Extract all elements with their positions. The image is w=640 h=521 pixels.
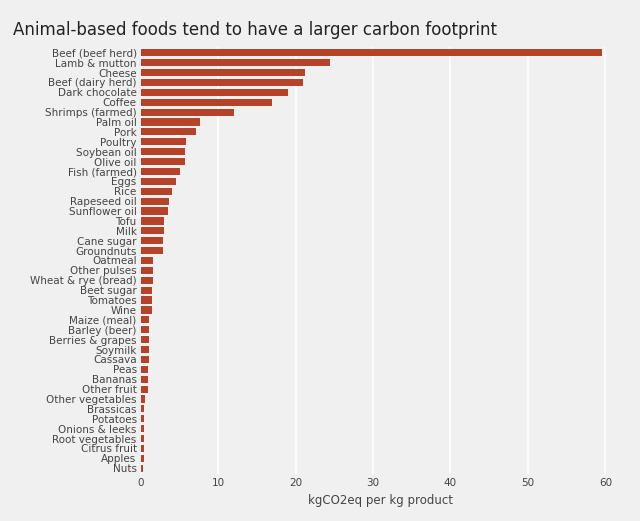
Bar (141, 455, 144, 462)
Bar (141, 386, 148, 393)
Bar (141, 336, 149, 343)
Bar (141, 59, 330, 66)
Bar (141, 277, 153, 284)
Bar (141, 138, 186, 145)
Bar (141, 376, 148, 383)
Bar (141, 118, 200, 126)
Bar (141, 465, 143, 472)
Bar (141, 89, 288, 96)
Bar (141, 49, 602, 56)
Bar (141, 445, 144, 452)
Bar (141, 188, 172, 195)
Bar (141, 356, 148, 363)
Bar (141, 316, 149, 324)
Bar (141, 326, 149, 333)
Bar (141, 267, 153, 274)
Bar (141, 207, 168, 215)
Bar (141, 435, 144, 442)
Bar (141, 247, 163, 254)
X-axis label: kgCO2eq per kg product: kgCO2eq per kg product (308, 494, 453, 507)
Bar (141, 405, 144, 413)
Bar (141, 98, 273, 106)
Bar (141, 217, 164, 225)
Bar (141, 197, 169, 205)
Bar (141, 178, 175, 185)
Bar (141, 227, 164, 234)
Bar (141, 306, 152, 314)
Bar (141, 395, 145, 403)
Bar (141, 158, 185, 165)
Bar (141, 415, 144, 423)
Text: Animal-based foods tend to have a larger carbon footprint: Animal-based foods tend to have a larger… (13, 21, 497, 39)
Bar (141, 346, 148, 353)
Bar (141, 108, 234, 116)
Bar (141, 296, 152, 304)
Bar (141, 148, 185, 155)
Bar (141, 257, 153, 264)
Bar (141, 128, 196, 135)
Bar (141, 366, 148, 373)
Bar (141, 79, 303, 86)
Bar (141, 69, 305, 76)
Bar (141, 237, 163, 244)
Bar (141, 168, 180, 175)
Bar (141, 287, 152, 294)
Bar (141, 425, 144, 432)
